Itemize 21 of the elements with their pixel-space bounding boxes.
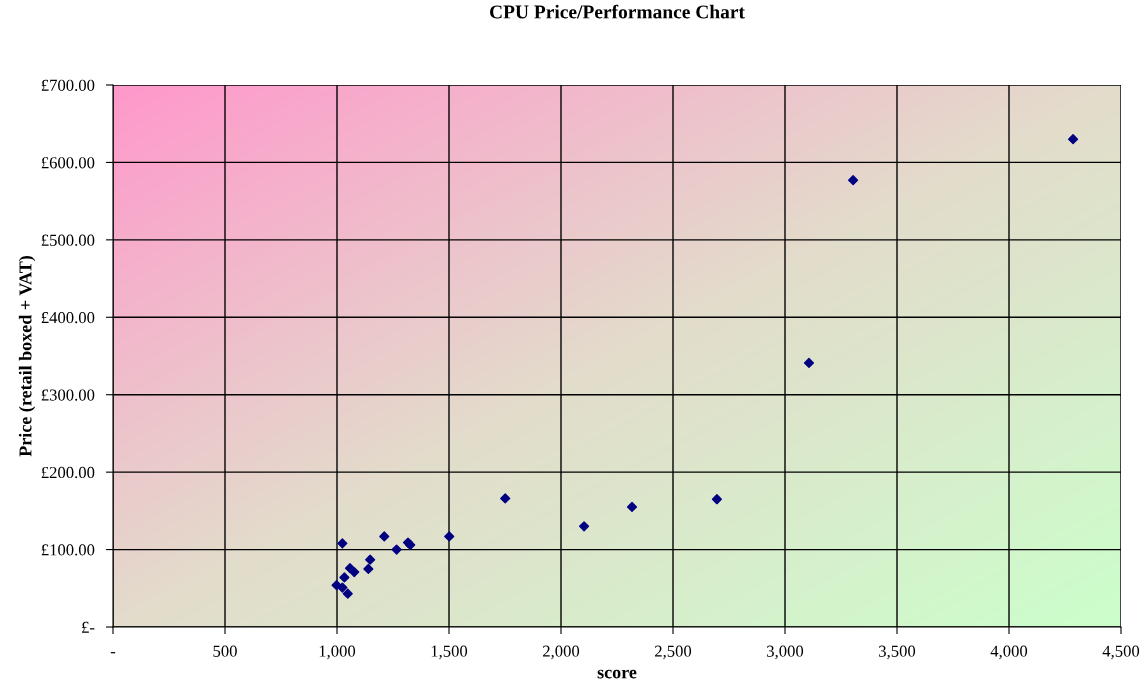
y-tick-label: £500.00: [41, 234, 95, 246]
x-tick-label: 4,500: [1102, 645, 1140, 660]
y-axis-title: Price (retail boxed + VAT): [18, 256, 36, 457]
y-tick-label: £400.00: [41, 311, 95, 324]
x-tick-label: 1,500: [431, 645, 468, 660]
x-tick-label: 3,000: [767, 645, 804, 660]
y-tick-label: £600.00: [41, 157, 95, 169]
x-tick-label: 2,000: [542, 645, 580, 660]
x-tick-label: 4,000: [990, 645, 1028, 660]
x-tick-label: 500: [213, 645, 237, 657]
x-tick-label: -: [110, 652, 116, 654]
y-tick-label: £300.00: [41, 389, 95, 401]
x-tick-label: 2,500: [654, 645, 692, 660]
chart-title: CPU Price/Performance Chart: [490, 4, 745, 19]
x-tick-label: 3,500: [879, 645, 916, 660]
x-tick-label: 1,000: [319, 645, 356, 660]
x-axis-title: score: [597, 669, 637, 679]
y-tick-label: £100.00: [41, 544, 95, 556]
y-tick-label: £-: [82, 621, 95, 633]
y-tick-label: £700.00: [41, 79, 95, 92]
y-tick-label: £200.00: [41, 466, 95, 479]
